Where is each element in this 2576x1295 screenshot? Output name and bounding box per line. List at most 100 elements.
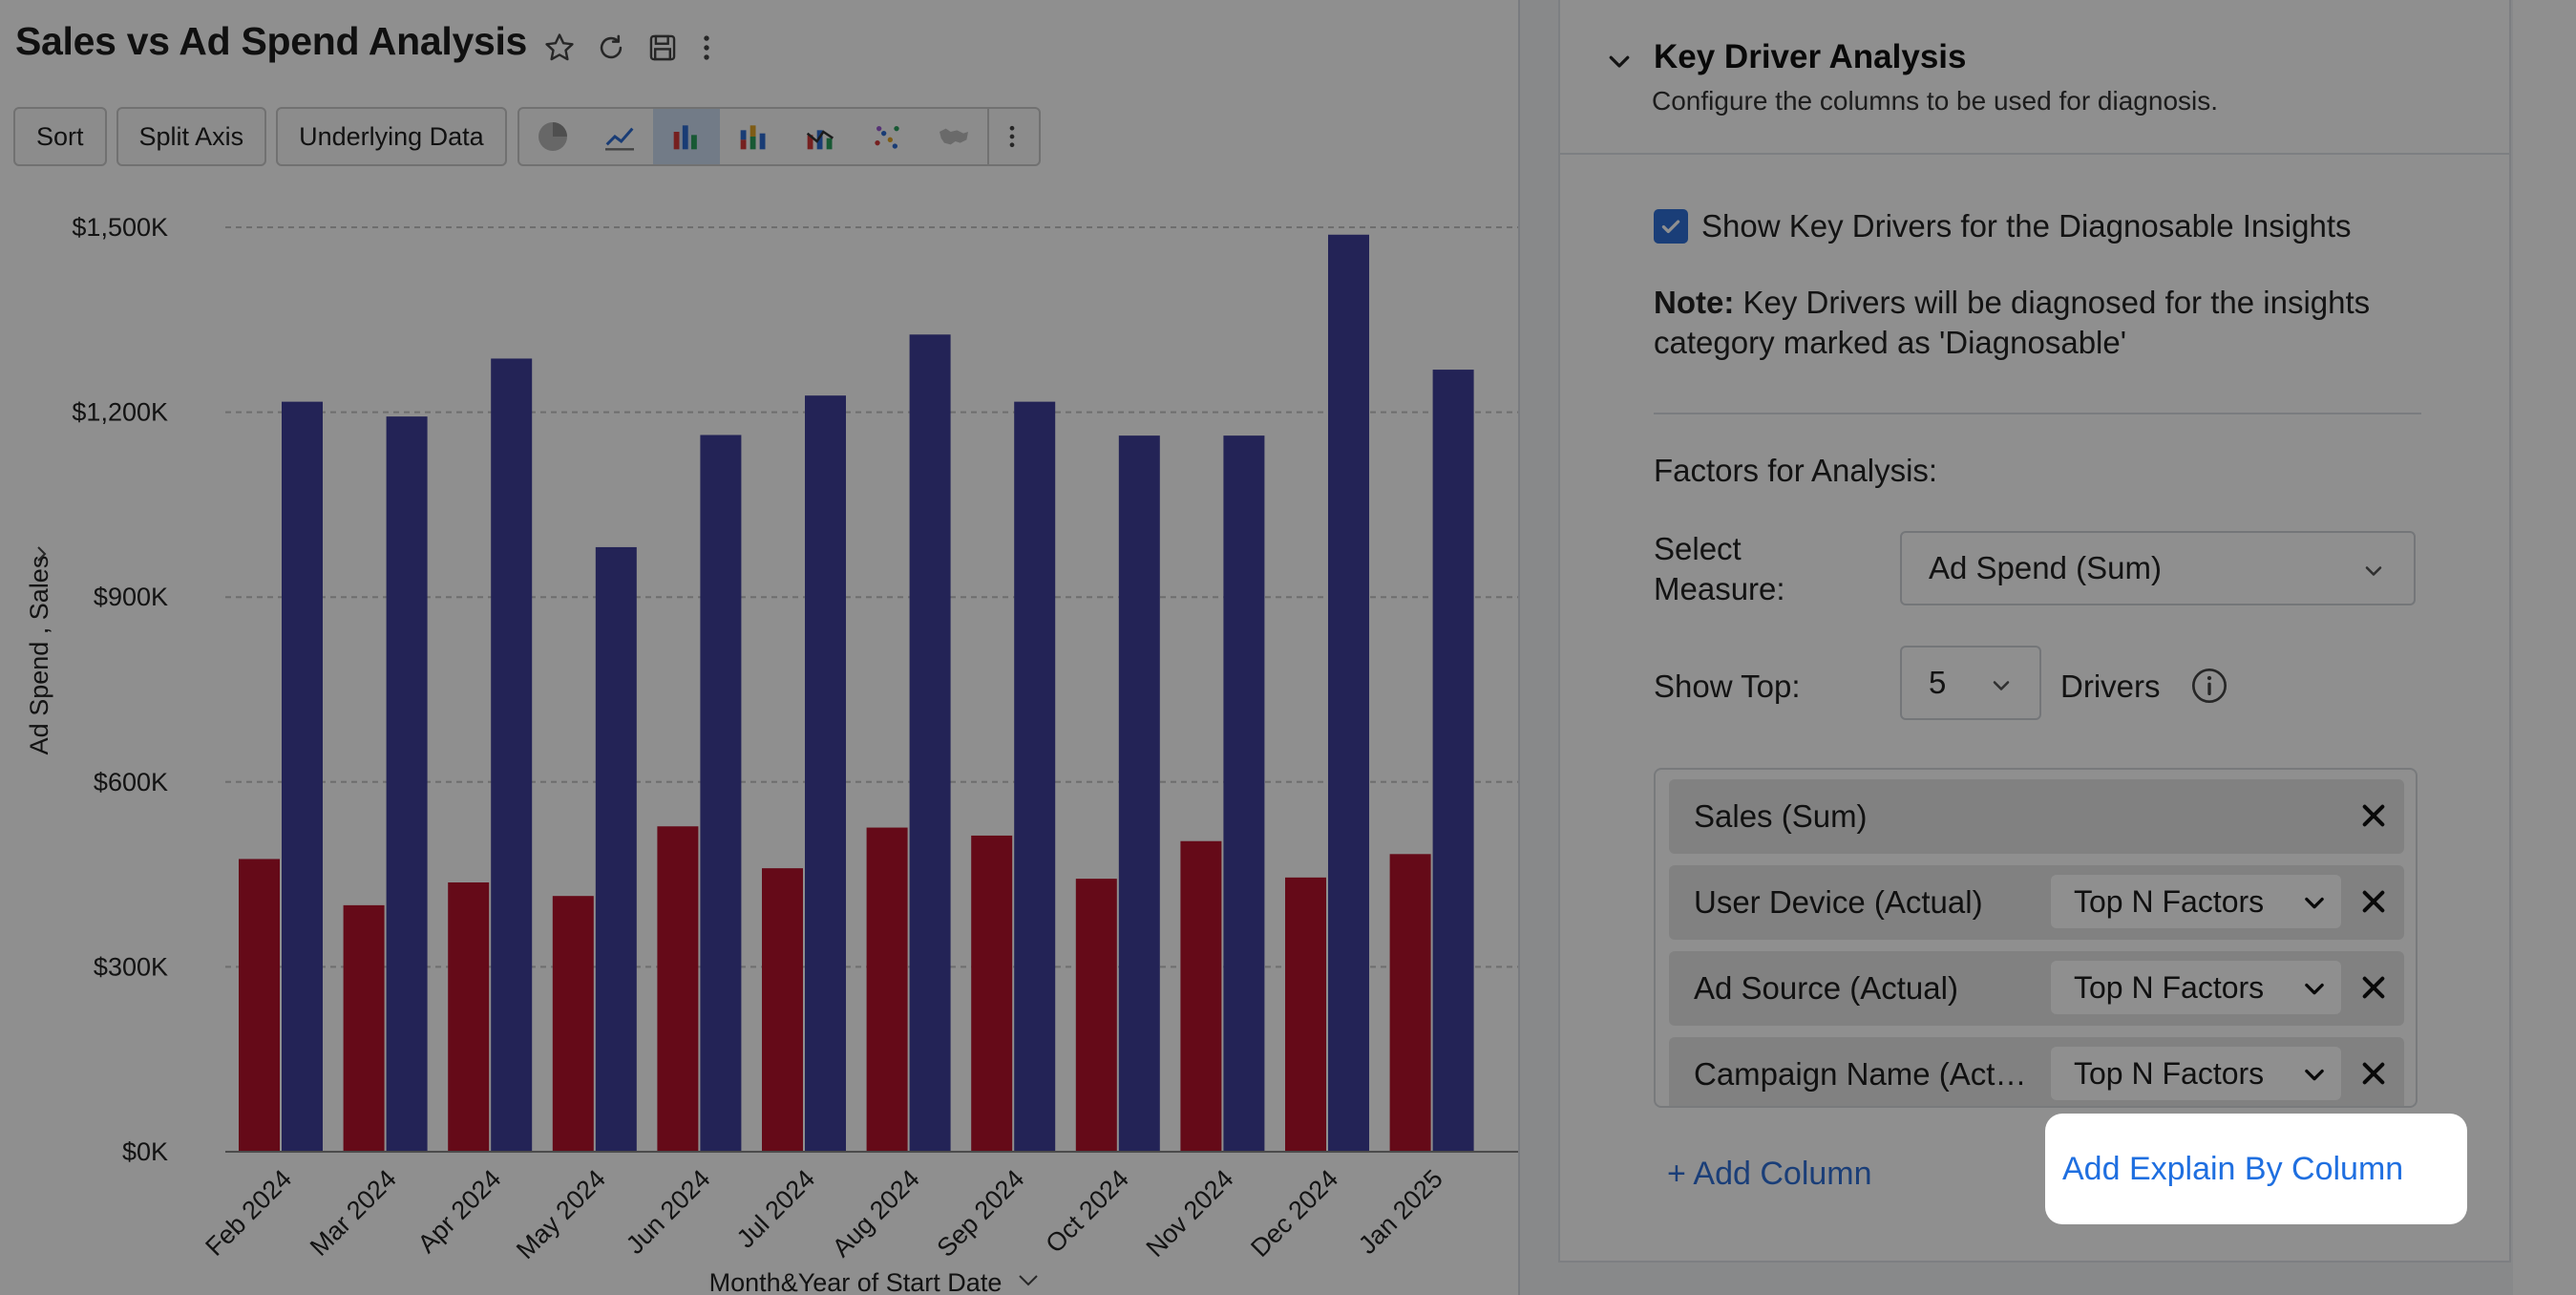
bar[interactable] [1328, 234, 1369, 1152]
measure-select[interactable]: Ad Spend (Sum) [1900, 531, 2416, 605]
close-icon[interactable] [2358, 972, 2389, 1003]
x-tick-label: Aug 2024 [827, 1164, 925, 1263]
bar[interactable] [1075, 879, 1117, 1152]
chevron-down-icon [1988, 670, 2015, 707]
bar[interactable] [1014, 401, 1056, 1152]
chevron-down-icon [2301, 1060, 2328, 1095]
more-vertical-icon[interactable] [687, 29, 726, 67]
bar[interactable] [805, 395, 846, 1152]
y-tick-label: $1,200K [72, 398, 168, 427]
chevron-down-icon [2360, 556, 2387, 592]
factor-row[interactable]: User Device (Actual) Top N Factors [1669, 865, 2404, 940]
factor-name: User Device (Actual) [1694, 884, 1983, 920]
drivers-label: Drivers [2060, 669, 2161, 704]
factor-mode-select[interactable]: Top N Factors [2051, 1047, 2341, 1100]
factor-row[interactable]: Sales (Sum) [1669, 779, 2404, 854]
save-icon[interactable] [644, 29, 682, 67]
close-icon[interactable] [2358, 886, 2389, 917]
bar[interactable] [657, 826, 699, 1152]
chart-type-selector [517, 107, 1041, 166]
x-tick-label: May 2024 [511, 1164, 611, 1264]
show-top-select[interactable]: 5 [1900, 646, 2041, 720]
bar-chart-icon[interactable] [653, 109, 720, 164]
y-tick-label: $600K [94, 768, 168, 796]
chart-type-more-icon[interactable] [987, 109, 1035, 164]
chart-bars [239, 234, 1474, 1153]
factor-row[interactable]: Ad Source (Actual) Top N Factors [1669, 951, 2404, 1026]
scatter-chart-icon[interactable] [854, 109, 920, 164]
x-tick-label: Mar 2024 [305, 1164, 402, 1262]
x-tick-label: Jun 2024 [621, 1164, 716, 1260]
factors-title: Factors for Analysis: [1654, 453, 1938, 488]
bar[interactable] [595, 546, 637, 1152]
bar[interactable] [448, 881, 490, 1152]
factor-list: Sales (Sum) User Device (Actual) Top N F… [1654, 768, 2418, 1108]
y-tick-label: $1,500K [72, 213, 168, 242]
info-icon[interactable] [2190, 667, 2228, 705]
section-subtitle: Configure the columns to be used for dia… [1652, 86, 2219, 116]
bar[interactable] [1180, 840, 1222, 1152]
show-key-drivers-label: Show Key Drivers for the Diagnosable Ins… [1701, 208, 2352, 244]
y-tick-label: $900K [94, 583, 168, 611]
bar[interactable] [491, 358, 533, 1152]
section-title: Key Driver Analysis [1654, 38, 1967, 75]
factor-mode-select[interactable]: Top N Factors [2051, 875, 2341, 928]
bar[interactable] [1118, 435, 1160, 1152]
combo-chart-icon[interactable] [787, 109, 854, 164]
show-key-drivers-option[interactable]: Show Key Drivers for the Diagnosable Ins… [1654, 208, 2352, 244]
x-tick-label: Feb 2024 [200, 1164, 297, 1262]
line-chart-icon[interactable] [586, 109, 653, 164]
show-key-drivers-checkbox[interactable] [1654, 209, 1688, 244]
factor-row[interactable]: Campaign Name (Act… Top N Factors [1669, 1037, 2404, 1106]
bar[interactable] [909, 334, 951, 1153]
underlying-data-button[interactable]: Underlying Data [276, 107, 507, 166]
close-icon[interactable] [2358, 800, 2389, 831]
diagnosis-note: Note: Key Drivers will be diagnosed for … [1654, 283, 2437, 363]
y-axis-title[interactable]: Ad Spend , Sales [25, 556, 53, 755]
divider [1654, 413, 2421, 414]
note-label: Note: [1654, 285, 1735, 320]
bar-chart: $0K $300K $600K $900K $1,200K $1,500K Feb 202… [25, 213, 1518, 1295]
bar[interactable] [1285, 877, 1326, 1152]
star-icon[interactable] [540, 29, 579, 67]
bar[interactable] [239, 859, 280, 1152]
bar[interactable] [866, 827, 908, 1152]
map-chart-icon[interactable] [920, 109, 987, 164]
chevron-down-icon[interactable] [1600, 42, 1638, 80]
bar[interactable] [762, 868, 803, 1152]
bar[interactable] [1223, 435, 1265, 1152]
sort-button[interactable]: Sort [13, 107, 107, 166]
x-tick-label: Nov 2024 [1141, 1164, 1239, 1263]
x-axis-title-chevron-icon[interactable] [1019, 1275, 1038, 1286]
factor-mode-value: Top N Factors [2074, 1055, 2265, 1091]
split-axis-button[interactable]: Split Axis [116, 107, 267, 166]
bar[interactable] [1432, 370, 1474, 1152]
key-driver-section-header[interactable]: Key Driver Analysis Configure the column… [1558, 0, 2511, 155]
stacked-bar-icon[interactable] [720, 109, 787, 164]
bar[interactable] [386, 416, 428, 1153]
x-tick-label: Oct 2024 [1040, 1164, 1134, 1259]
x-axis-ticks: Feb 2024 Mar 2024 Apr 2024 May 2024 Jun 2024… [200, 1164, 1447, 1264]
add-explain-by-column-button[interactable]: Add Explain By Column [2045, 1114, 2467, 1224]
x-axis-title[interactable]: Month&Year of Start Date [709, 1268, 1003, 1295]
add-column-link[interactable]: + Add Column [1667, 1156, 1872, 1192]
chevron-down-icon [2301, 888, 2328, 923]
panel-splitter[interactable] [1518, 0, 1558, 1295]
bar[interactable] [700, 435, 742, 1153]
x-tick-label: Sep 2024 [931, 1164, 1029, 1263]
bar[interactable] [971, 835, 1013, 1152]
report-panel: Sales vs Ad Spend Analysis Sort Split Ax… [13, 19, 1518, 1295]
bar[interactable] [552, 896, 594, 1152]
bar[interactable] [343, 904, 385, 1152]
show-top-value: 5 [1929, 665, 1947, 700]
bar[interactable] [1389, 854, 1431, 1152]
refresh-icon[interactable] [592, 29, 630, 67]
pie-chart-icon[interactable] [519, 109, 586, 164]
bar[interactable] [282, 401, 323, 1152]
settings-gutter [2513, 0, 2576, 1295]
factor-name: Sales (Sum) [1694, 798, 1868, 834]
factor-mode-select[interactable]: Top N Factors [2051, 961, 2341, 1014]
y-axis-title-chevron-icon[interactable] [37, 546, 47, 562]
close-icon[interactable] [2358, 1058, 2389, 1089]
select-measure-label: Select Measure: [1654, 531, 1785, 606]
